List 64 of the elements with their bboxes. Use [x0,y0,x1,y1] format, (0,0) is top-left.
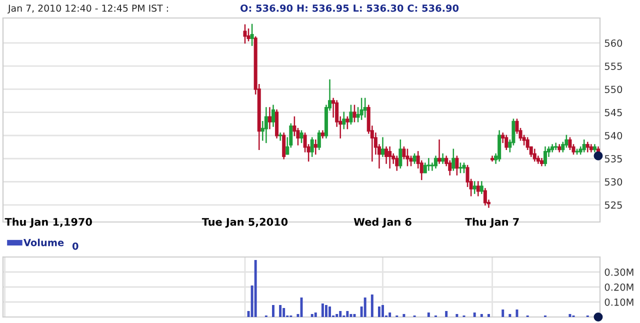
chart-subtitle: O: 536.90 H: 536.95 L: 536.30 C: 536.90 [240,4,459,12]
candlestick [554,142,558,150]
candlestick [275,109,279,138]
y-tick-label: 0.20M [604,283,634,291]
candlestick [434,156,438,169]
y-tick-label: 0.10M [604,298,634,306]
x-tick-label: Thu Jan 7 [464,218,519,228]
candlestick [472,181,476,194]
candlestick [480,181,484,194]
candlestick [498,130,502,162]
chart-title: Jan 7, 2010 12:40 - 12:45 PM IST : [8,4,168,14]
candlestick [458,162,462,174]
y-tick-label: 0.30M [604,268,634,276]
candlestick [438,139,442,164]
candlestick [476,181,480,196]
candlestick [352,104,356,122]
x-tick-label: Wed Jan 6 [354,218,412,228]
candlestick [250,24,254,46]
candlestick [543,146,547,166]
y-tick-label: 550 [604,86,622,94]
candlestick [349,104,353,125]
x-tick-label: Thu Jan 1,1970 [4,218,92,228]
candlestick [346,116,350,130]
candlestick [380,137,385,157]
candlestick [462,162,466,174]
candlestick [441,153,445,164]
candlestick [282,132,286,160]
candlestick [314,139,318,155]
text: 0 [72,242,78,250]
candlestick [243,24,247,44]
candlestick [278,132,282,141]
candlestick [504,134,508,150]
candlestick [406,148,410,166]
y-tick-label: 530 [604,178,622,186]
candlestick [398,139,402,169]
candlestick [532,148,536,162]
candlestick [455,156,459,176]
candlestick [264,107,268,144]
candlestick [483,188,487,206]
candlestick [582,139,586,152]
y-tick-label: 540 [604,132,622,140]
candlestick [388,146,392,169]
y-tick-label: 535 [604,155,622,162]
candlestick [395,156,399,171]
x-tick-label: Tue Jan 5,2010 [202,218,288,228]
candlestick [426,158,430,171]
y-tick-label: 545 [604,108,622,116]
candlestick [360,98,364,120]
candlestick [246,28,250,42]
y-tick-label: 525 [604,201,622,209]
candlestick [452,148,456,171]
candlestick [300,130,304,144]
legend-label: Volume [24,238,64,246]
candlestick [268,107,272,130]
y-tick-label: 555 [604,62,622,70]
candlestick [310,137,314,157]
candlestick [342,112,346,130]
candlestick [363,98,367,118]
y-tick-label: 560 [604,39,622,47]
candlestick [271,104,275,127]
candlestick [490,156,494,162]
candlestick [412,153,416,164]
candlestick [317,130,321,150]
candlestick [586,142,590,152]
